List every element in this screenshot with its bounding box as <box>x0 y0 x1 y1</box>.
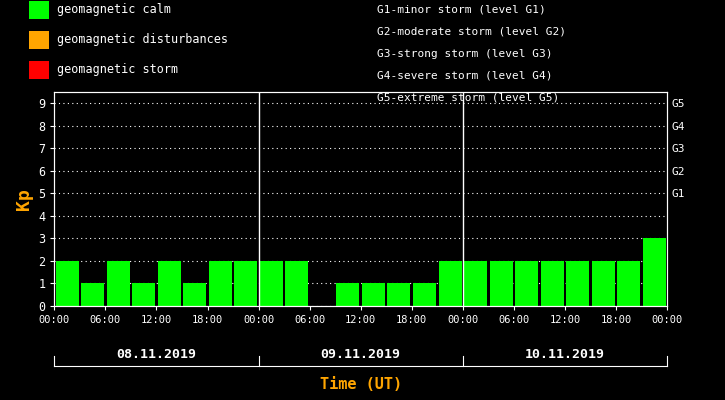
Bar <box>489 261 513 306</box>
Bar <box>592 261 615 306</box>
Text: 10.11.2019: 10.11.2019 <box>525 348 605 360</box>
Bar <box>81 284 104 306</box>
Text: G3-strong storm (level G3): G3-strong storm (level G3) <box>377 49 552 59</box>
Bar <box>336 284 360 306</box>
Text: 09.11.2019: 09.11.2019 <box>320 348 401 360</box>
Text: G2-moderate storm (level G2): G2-moderate storm (level G2) <box>377 27 566 37</box>
Bar <box>515 261 538 306</box>
Bar <box>439 261 462 306</box>
Bar <box>132 284 155 306</box>
Text: Time (UT): Time (UT) <box>320 377 402 392</box>
Bar <box>107 261 130 306</box>
Text: geomagnetic disturbances: geomagnetic disturbances <box>57 34 228 46</box>
Bar <box>566 261 589 306</box>
Text: geomagnetic storm: geomagnetic storm <box>57 64 178 76</box>
Text: geomagnetic calm: geomagnetic calm <box>57 4 170 16</box>
Bar <box>183 284 206 306</box>
Bar <box>413 284 436 306</box>
Bar <box>234 261 257 306</box>
Bar <box>464 261 487 306</box>
Bar <box>56 261 78 306</box>
Text: G4-severe storm (level G4): G4-severe storm (level G4) <box>377 71 552 81</box>
Bar <box>260 261 283 306</box>
Text: 08.11.2019: 08.11.2019 <box>117 348 196 360</box>
Bar <box>643 238 666 306</box>
Bar <box>209 261 232 306</box>
Bar <box>286 261 308 306</box>
Bar <box>387 284 410 306</box>
Bar <box>158 261 181 306</box>
Text: G1-minor storm (level G1): G1-minor storm (level G1) <box>377 5 546 15</box>
Text: G5-extreme storm (level G5): G5-extreme storm (level G5) <box>377 93 559 103</box>
Bar <box>617 261 640 306</box>
Bar <box>541 261 563 306</box>
Bar <box>362 284 385 306</box>
Y-axis label: Kp: Kp <box>14 188 33 210</box>
